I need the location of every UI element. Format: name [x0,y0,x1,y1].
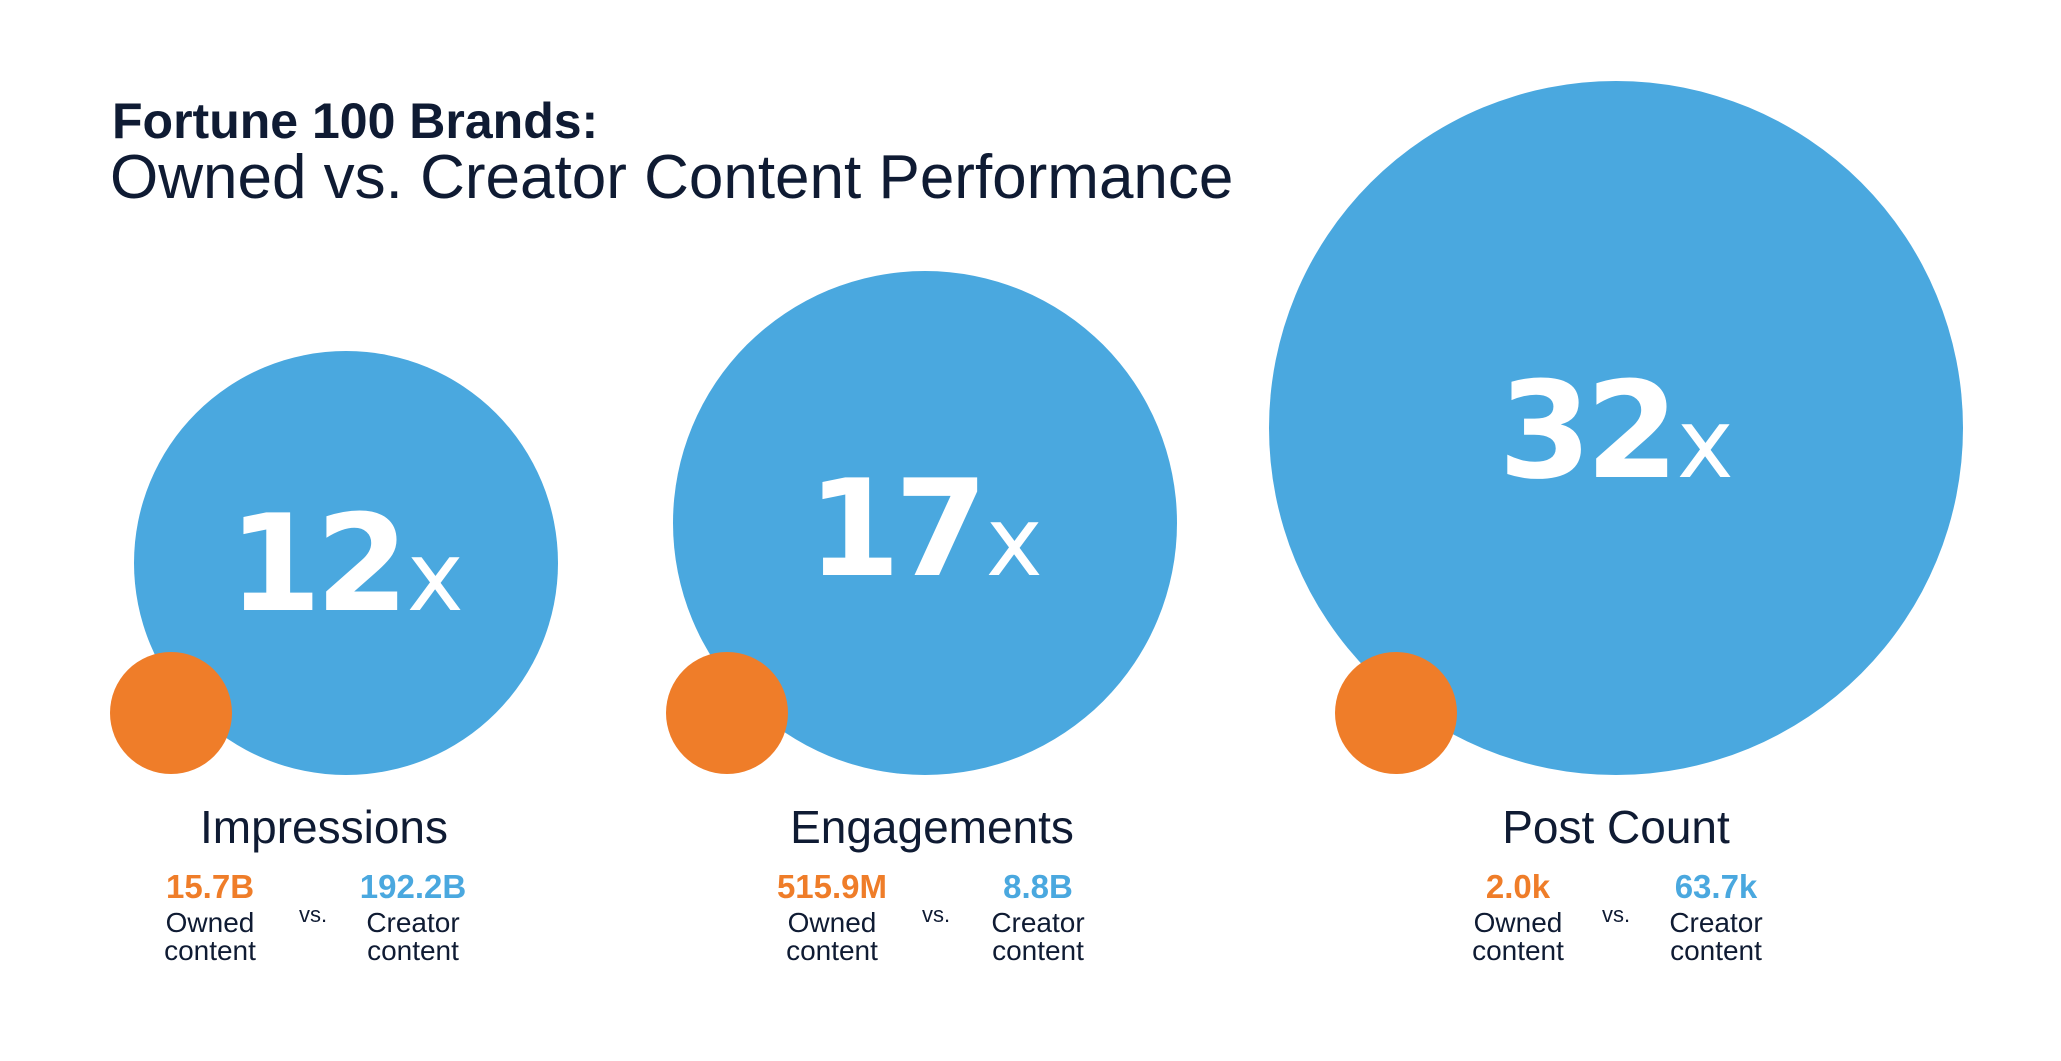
creator-bubble-post-count [1269,81,1963,775]
creator-bubble-engagements [673,271,1177,775]
vs-label-engagements: vs. [922,902,950,927]
owned-label-line2-impressions: content [164,935,256,966]
multiplier-number-engagements: 17 [807,451,981,607]
metric-group-engagements: 17x Engagements 515.9M Owned content vs.… [666,271,1177,966]
owned-value-engagements: 515.9M [777,868,887,905]
owned-label-line2-post-count: content [1472,935,1564,966]
creator-value-impressions: 192.2B [360,868,466,905]
creator-bubble-impressions [134,351,558,775]
multiplier-number-post-count: 32 [1498,353,1672,509]
creator-value-engagements: 8.8B [1003,868,1073,905]
owned-value-impressions: 15.7B [166,868,254,905]
owned-label-line2-engagements: content [786,935,878,966]
creator-label-line2-impressions: content [367,935,459,966]
vs-label-post-count: vs. [1602,902,1630,927]
creator-label-line1-impressions: Creator [366,907,459,938]
owned-bubble-post-count [1335,652,1457,774]
metric-label-post-count: Post Count [1502,801,1730,853]
metric-label-impressions: Impressions [200,801,448,853]
vs-label-impressions: vs. [299,902,327,927]
metric-group-post-count: 32x Post Count 2.0k Owned content vs. 63… [1269,81,1963,966]
creator-label-line1-post-count: Creator [1669,907,1762,938]
owned-label-line1-post-count: Owned [1474,907,1563,938]
owned-bubble-engagements [666,652,788,774]
metric-group-impressions: 12x Impressions 15.7B Owned content vs. … [110,351,558,966]
creator-label-line2-post-count: content [1670,935,1762,966]
metric-label-engagements: Engagements [790,801,1074,853]
creator-label-line1-engagements: Creator [991,907,1084,938]
multiplier-impressions: 12x [228,486,463,642]
owned-label-line1-engagements: Owned [788,907,877,938]
creator-value-post-count: 63.7k [1675,868,1758,905]
chart-title: Fortune 100 Brands: [112,93,598,149]
multiplier-post-count: 32x [1498,353,1733,509]
chart-subtitle: Owned vs. Creator Content Performance [110,143,1233,212]
creator-label-line2-engagements: content [992,935,1084,966]
owned-label-line1-impressions: Owned [166,907,255,938]
multiplier-suffix-impressions: x [407,521,464,633]
owned-value-post-count: 2.0k [1486,868,1551,905]
multiplier-number-impressions: 12 [228,486,402,642]
multiplier-suffix-engagements: x [986,486,1043,598]
multiplier-suffix-post-count: x [1677,388,1734,500]
multiplier-engagements: 17x [807,451,1042,607]
owned-bubble-impressions [110,652,232,774]
